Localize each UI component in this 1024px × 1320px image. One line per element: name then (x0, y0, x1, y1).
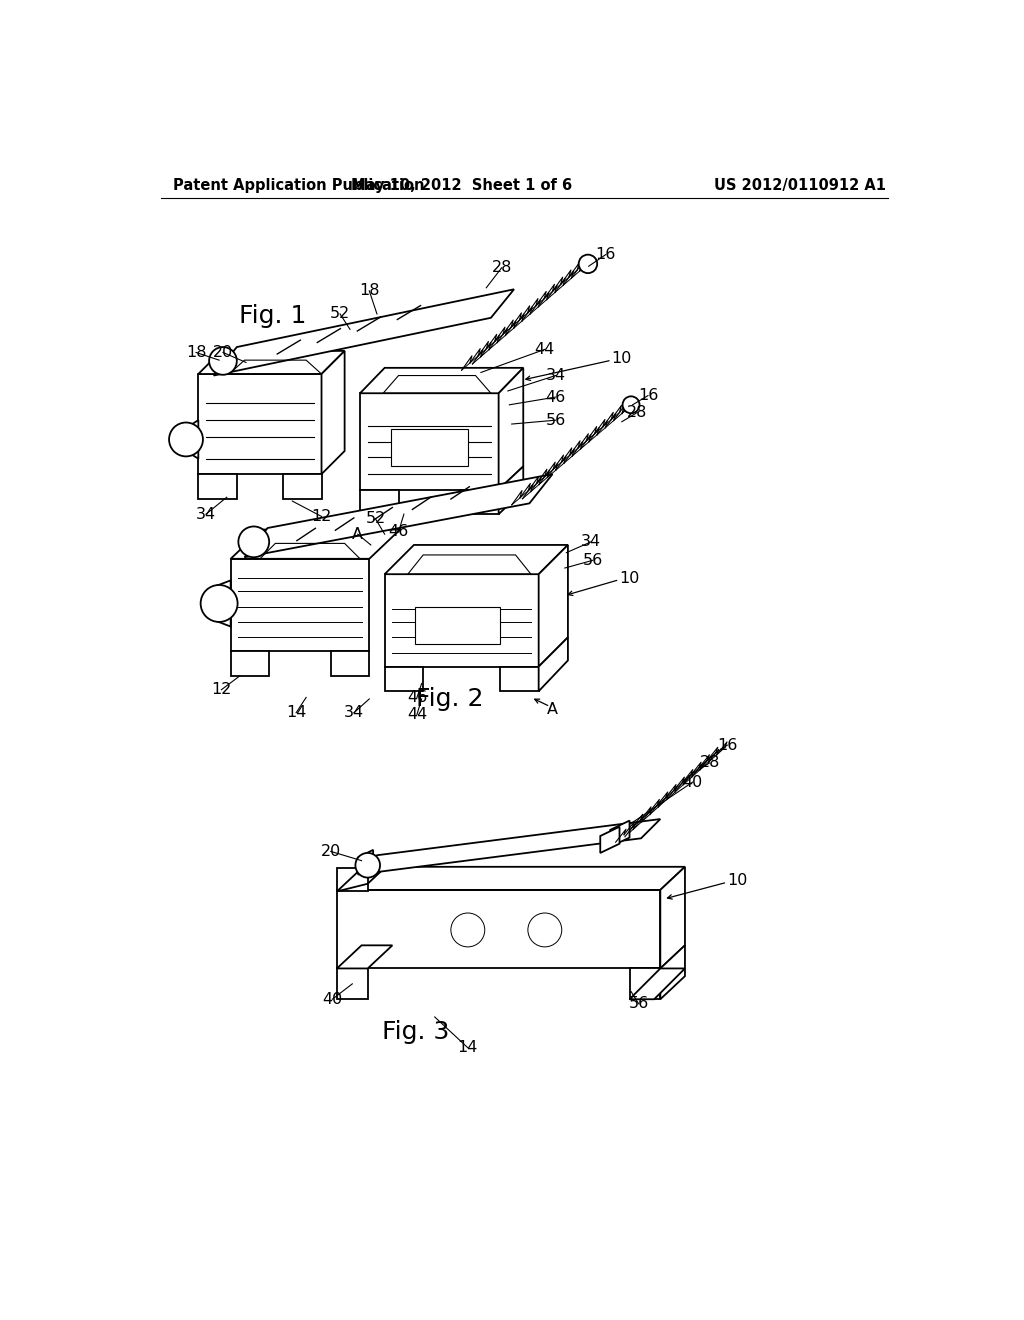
Polygon shape (230, 651, 269, 676)
Polygon shape (186, 420, 199, 459)
Text: US 2012/0110912 A1: US 2012/0110912 A1 (715, 178, 887, 193)
Polygon shape (214, 289, 514, 376)
Text: Fig. 1: Fig. 1 (240, 304, 307, 329)
Text: 46: 46 (546, 389, 565, 405)
Polygon shape (199, 374, 322, 474)
Polygon shape (385, 667, 423, 692)
Polygon shape (630, 969, 685, 999)
Text: 16: 16 (596, 247, 615, 263)
Polygon shape (357, 818, 660, 875)
Polygon shape (283, 474, 322, 499)
Text: 56: 56 (546, 413, 565, 428)
Polygon shape (630, 969, 660, 999)
Circle shape (355, 853, 380, 878)
Circle shape (239, 527, 269, 557)
Polygon shape (337, 969, 368, 999)
Polygon shape (499, 368, 523, 490)
Polygon shape (610, 821, 630, 847)
Text: Fig. 2: Fig. 2 (417, 686, 484, 711)
Polygon shape (245, 474, 553, 557)
Circle shape (623, 396, 640, 413)
Polygon shape (199, 351, 345, 374)
Text: 56: 56 (583, 553, 603, 568)
Circle shape (201, 585, 238, 622)
Polygon shape (600, 826, 620, 853)
Text: 16: 16 (717, 738, 737, 752)
Polygon shape (230, 558, 370, 651)
Text: 14: 14 (458, 1040, 478, 1055)
Polygon shape (360, 490, 398, 515)
Text: 16: 16 (638, 388, 658, 403)
Text: 34: 34 (581, 535, 601, 549)
Polygon shape (337, 945, 392, 969)
Text: 52: 52 (366, 511, 386, 527)
Text: 28: 28 (492, 260, 512, 276)
Text: 10: 10 (611, 351, 632, 366)
Circle shape (169, 422, 203, 457)
Circle shape (209, 347, 237, 375)
Text: 18: 18 (185, 345, 206, 360)
Polygon shape (500, 667, 539, 692)
Text: A: A (352, 527, 364, 541)
Text: 28: 28 (627, 405, 647, 420)
Text: Fig. 3: Fig. 3 (382, 1020, 450, 1044)
Text: 46: 46 (388, 524, 409, 540)
Polygon shape (460, 490, 499, 515)
Polygon shape (391, 429, 468, 466)
Text: 28: 28 (699, 755, 720, 771)
Polygon shape (357, 850, 373, 873)
Polygon shape (337, 890, 660, 969)
Polygon shape (539, 638, 568, 692)
Text: 20: 20 (321, 843, 341, 859)
Text: 52: 52 (330, 306, 350, 322)
Polygon shape (660, 945, 685, 999)
Text: 14: 14 (286, 705, 306, 721)
Polygon shape (337, 867, 685, 890)
Text: A: A (547, 702, 558, 717)
Text: 44: 44 (407, 706, 427, 722)
Text: 12: 12 (311, 510, 332, 524)
Text: Patent Application Publication: Patent Application Publication (173, 178, 424, 193)
Text: 18: 18 (359, 284, 380, 298)
Polygon shape (660, 867, 685, 969)
Text: 10: 10 (620, 570, 640, 586)
Polygon shape (360, 368, 523, 393)
Polygon shape (322, 351, 345, 474)
Polygon shape (337, 869, 368, 891)
Text: 40: 40 (683, 775, 702, 789)
Text: 40: 40 (323, 991, 342, 1007)
Polygon shape (539, 545, 568, 667)
Text: 12: 12 (211, 682, 231, 697)
Text: 44: 44 (535, 342, 555, 356)
Polygon shape (385, 545, 568, 574)
Polygon shape (385, 574, 539, 667)
Text: 34: 34 (546, 368, 565, 383)
Text: 20: 20 (213, 345, 233, 360)
Polygon shape (199, 474, 237, 499)
Polygon shape (360, 393, 499, 490)
Text: 34: 34 (344, 705, 364, 721)
Text: 56: 56 (629, 997, 649, 1011)
Polygon shape (230, 529, 400, 558)
Polygon shape (211, 581, 230, 627)
Text: 34: 34 (196, 507, 216, 521)
Text: May 10, 2012  Sheet 1 of 6: May 10, 2012 Sheet 1 of 6 (351, 178, 572, 193)
Circle shape (579, 255, 597, 273)
Polygon shape (416, 607, 500, 644)
Polygon shape (331, 651, 370, 676)
Text: 10: 10 (727, 873, 748, 888)
Polygon shape (499, 466, 523, 515)
Text: 46: 46 (407, 690, 427, 705)
